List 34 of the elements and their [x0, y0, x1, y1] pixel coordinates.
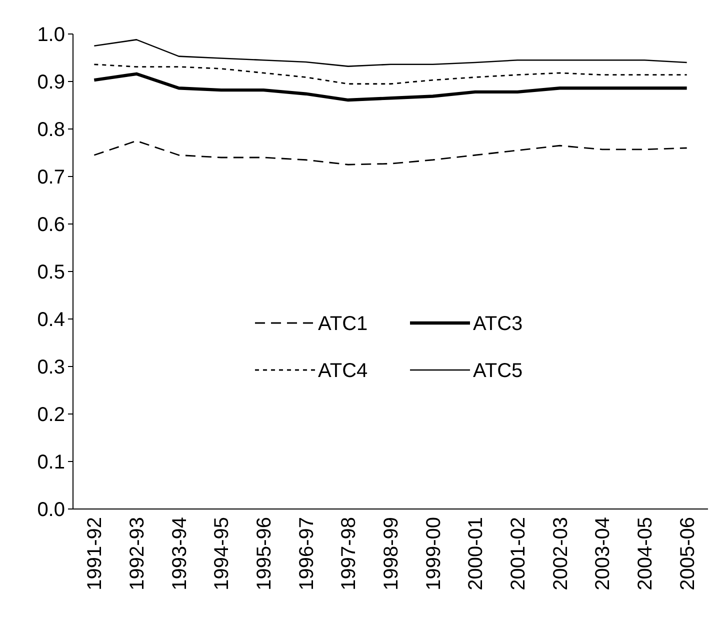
line-series: [94, 39, 688, 67]
x-tick-label: 1992-93: [126, 517, 148, 590]
x-tick-label: 2000-01: [465, 517, 488, 590]
line-series: [93, 64, 688, 85]
y-tick-label: 0.0: [37, 499, 65, 521]
y-tick-label: 0.9: [37, 72, 65, 94]
x-tick-label: 1996-97: [296, 517, 318, 590]
x-tick-label: 1998-99: [380, 517, 402, 590]
legend-label: ATC4: [318, 360, 368, 382]
x-tick-label: 1991-92: [84, 517, 106, 590]
x-tick-label: 1995-96: [254, 517, 276, 590]
y-tick-label: 0.2: [37, 404, 65, 426]
y-tick-label: 0.4: [37, 309, 65, 331]
x-tick-label: 2005-06: [676, 517, 699, 590]
y-tick-label: 0.5: [37, 262, 65, 284]
line-series: [93, 140, 688, 166]
x-tick-label: 1994-95: [211, 517, 234, 590]
x-tick-label: 1993-94: [168, 517, 191, 590]
y-tick-label: 0.7: [37, 166, 65, 188]
x-tick-label: 1997-98: [338, 517, 360, 590]
y-tick-label: 1.0: [37, 24, 65, 46]
y-tick-label: 0.6: [37, 214, 65, 236]
x-tick-label: 2004-05: [634, 517, 656, 590]
line-series: [92, 72, 688, 102]
y-tick-label: 0.3: [37, 356, 65, 378]
x-tick-label: 2002-03: [550, 517, 572, 590]
x-tick-label: 2001-02: [508, 517, 530, 590]
x-tick-label: 1999-00: [422, 517, 445, 590]
legend-label: ATC5: [473, 360, 523, 382]
y-tick-label: 0.1: [37, 452, 65, 474]
y-tick-label: 0.8: [37, 119, 65, 141]
x-tick-label: 2003-04: [592, 517, 614, 590]
legend-label: ATC1: [318, 313, 368, 335]
legend-label: ATC3: [473, 313, 523, 335]
